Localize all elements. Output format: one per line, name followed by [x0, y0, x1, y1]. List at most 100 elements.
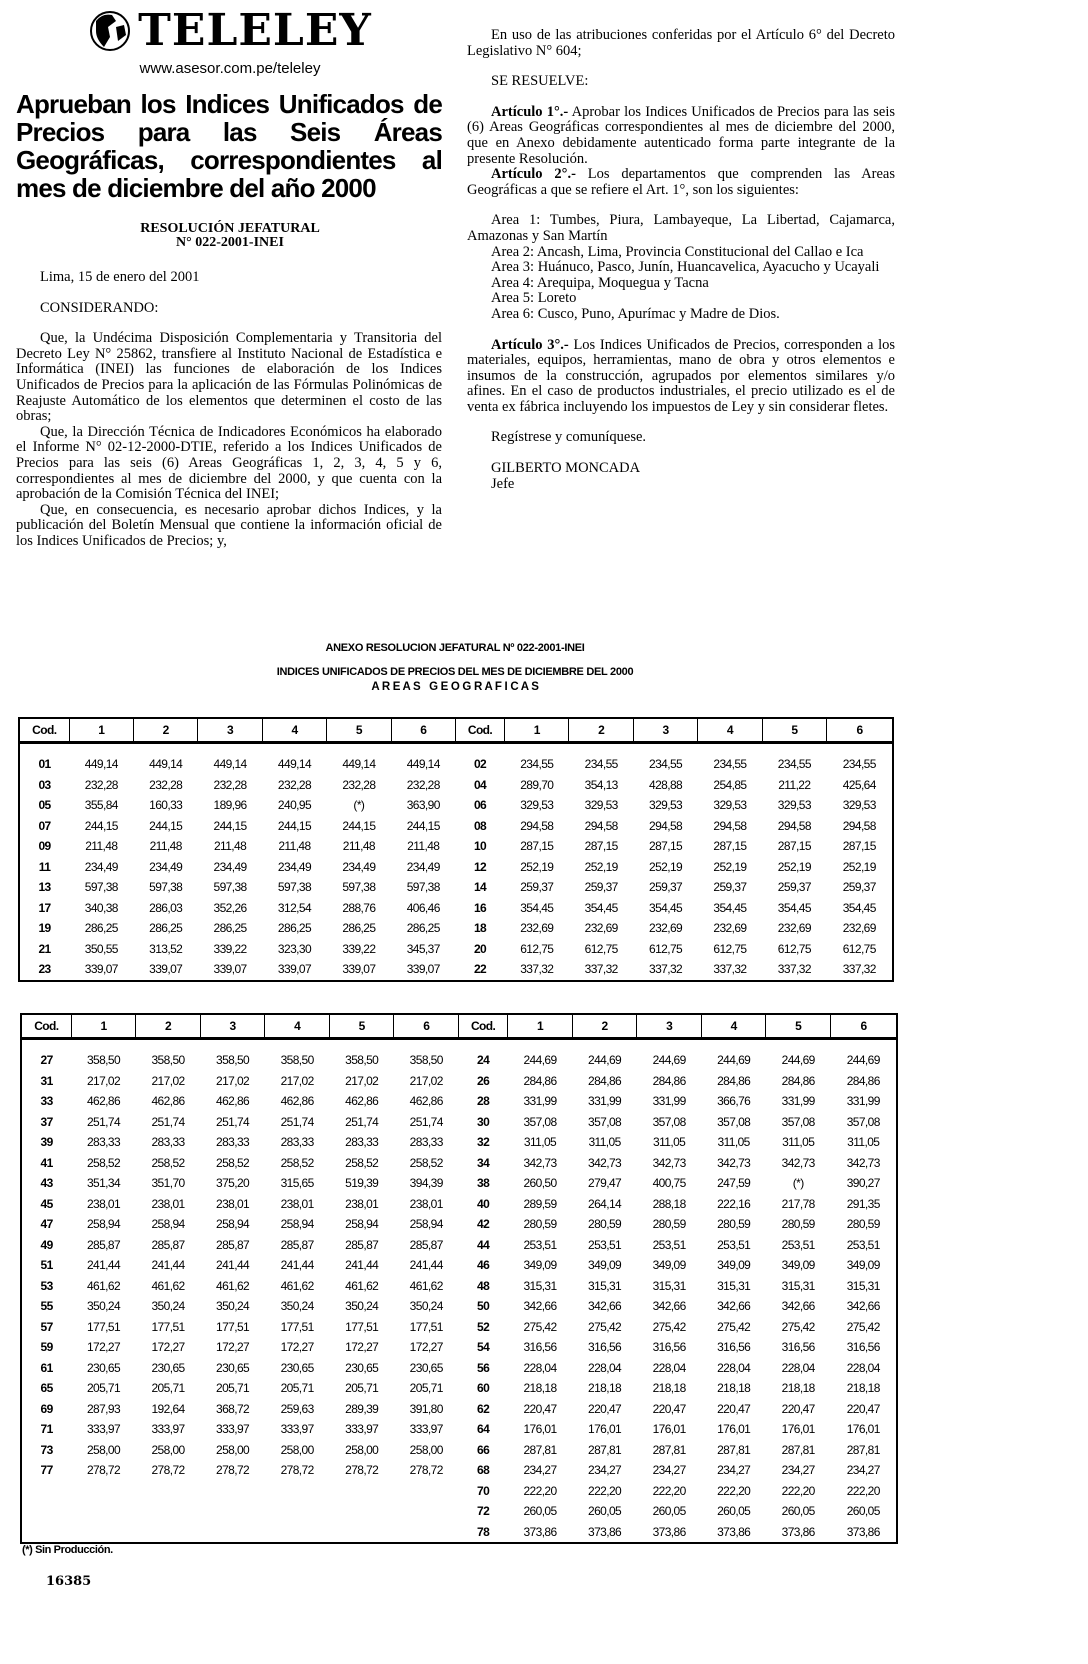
index-value-cell: 253,51: [846, 1237, 881, 1252]
index-value-cell: 287,93: [86, 1401, 121, 1416]
table-row: 57 177,51 177,51 177,51 177,51 177,51 177,51 52…: [21, 1317, 897, 1338]
index-value-cell: 234,27: [846, 1463, 881, 1478]
article-3: Artículo 3°.- Los Indices Unificados de …: [467, 337, 895, 416]
code-cell: 43: [40, 1176, 54, 1191]
index-value-cell: 251,74: [216, 1114, 250, 1129]
index-value-cell: 230,65: [280, 1360, 315, 1375]
index-value-cell: 251,74: [280, 1114, 315, 1129]
index-value-cell: 241,44: [86, 1258, 121, 1273]
index-value-cell: 218,18: [652, 1381, 687, 1396]
code-cell: 73: [40, 1442, 54, 1457]
table-row: 59 172,27 172,27 172,27 172,27 172,27 172,27 54…: [21, 1337, 897, 1358]
column-header: 4: [261, 717, 328, 744]
index-value-cell: 394,39: [409, 1176, 444, 1191]
index-value-cell: 279,47: [588, 1176, 622, 1191]
headline: Aprueban los Indices Unificados de Preci…: [16, 89, 443, 203]
code-cell: [21, 1481, 71, 1502]
index-value-cell: 234,49: [213, 859, 248, 874]
index-value-cell: 357,08: [652, 1114, 687, 1129]
code-cell: 34: [477, 1155, 490, 1170]
code-cell: 06: [473, 798, 487, 813]
index-value-cell: 283,33: [409, 1135, 444, 1150]
index-value-cell: 287,81: [846, 1442, 881, 1457]
index-value-cell: [200, 1522, 265, 1544]
resolution-number: N° 022-2001-INEI: [176, 235, 284, 250]
index-value-cell: 350,24: [86, 1299, 121, 1314]
index-value-cell: 342,66: [781, 1299, 816, 1314]
index-value-cell: 313,52: [149, 941, 183, 956]
index-value-cell: 425,64: [842, 777, 877, 792]
index-value-cell: 311,05: [523, 1135, 557, 1150]
index-value-cell: 205,71: [280, 1381, 315, 1396]
table-row: 09 211,48 211,48 211,48 211,48 211,48 211,48 10…: [19, 836, 893, 857]
index-value-cell: 280,59: [781, 1217, 816, 1232]
index-value-cell: 449,14: [84, 757, 119, 772]
code-cell: 59: [40, 1340, 54, 1355]
index-value-cell: 350,24: [409, 1299, 444, 1314]
index-value-cell: 176,01: [588, 1422, 622, 1437]
column-header: 2: [135, 1013, 201, 1040]
index-value-cell: 241,44: [216, 1258, 250, 1273]
index-value-cell: 228,04: [588, 1360, 622, 1375]
index-value-cell: 339,07: [342, 962, 376, 977]
code-cell: 27: [40, 1053, 54, 1068]
code-cell: 09: [38, 839, 51, 854]
index-value-cell: 461,62: [409, 1278, 444, 1293]
index-value-cell: 222,20: [717, 1483, 751, 1498]
index-value-cell: 289,39: [345, 1401, 379, 1416]
index-value-cell: [394, 1481, 459, 1502]
index-value-cell: 333,97: [409, 1422, 444, 1437]
article-1-text: Aprobar los Indices Unificados de Precio…: [467, 103, 896, 167]
index-value-cell: 177,51: [151, 1319, 185, 1334]
code-cell: [21, 1522, 71, 1544]
index-value-cell: 339,22: [213, 941, 248, 956]
index-value-cell: 354,45: [713, 900, 747, 915]
index-value-cell: 172,27: [409, 1340, 444, 1355]
article-2-label: Artículo 2°.-: [491, 166, 576, 183]
index-value-cell: 230,65: [409, 1360, 444, 1375]
column-header: Cod.: [20, 1013, 72, 1040]
index-value-cell: 342,73: [717, 1155, 751, 1170]
index-value-cell: 218,18: [588, 1381, 622, 1396]
index-value-cell: 449,14: [406, 757, 441, 772]
index-value-cell: 160,33: [149, 798, 183, 813]
code-cell: 46: [477, 1258, 490, 1273]
index-value-cell: 315,31: [588, 1278, 622, 1293]
index-value-cell: 211,48: [342, 839, 376, 854]
index-value-cell: 350,24: [216, 1299, 250, 1314]
index-value-cell: 234,49: [342, 859, 376, 874]
index-value-cell: 366,76: [717, 1094, 751, 1109]
index-value-cell: 234,49: [149, 859, 183, 874]
index-value-cell: 612,75: [649, 941, 683, 956]
index-value-cell: 363,90: [406, 798, 441, 813]
logo-text: TELELEY: [138, 4, 372, 56]
index-value-cell: 258,94: [409, 1217, 444, 1232]
column-header: 4: [264, 1013, 330, 1040]
index-value-cell: 217,78: [781, 1196, 816, 1211]
index-value-cell: 218,18: [717, 1381, 751, 1396]
index-value-cell: 357,08: [717, 1114, 751, 1129]
index-value-cell: 244,15: [277, 818, 312, 833]
code-cell: 45: [40, 1196, 54, 1211]
index-value-cell: 241,44: [409, 1258, 444, 1273]
index-value-cell: 329,53: [713, 798, 747, 813]
index-value-cell: 260,05: [717, 1504, 751, 1519]
index-value-cell: 211,48: [149, 839, 183, 854]
index-value-cell: 234,49: [406, 859, 441, 874]
index-value-cell: 316,56: [588, 1340, 622, 1355]
code-cell: 38: [477, 1176, 490, 1191]
index-value-cell: 349,09: [781, 1258, 816, 1273]
index-value-cell: 294,58: [649, 818, 683, 833]
index-value-cell: 339,07: [149, 962, 183, 977]
index-value-cell: 222,20: [652, 1483, 687, 1498]
code-cell: 19: [38, 921, 51, 936]
index-value-cell: 258,00: [280, 1442, 315, 1457]
index-value-cell: 205,71: [345, 1381, 379, 1396]
table-row: 55 350,24 350,24 350,24 350,24 350,24 350,24 50…: [21, 1296, 897, 1317]
index-value-cell: 275,42: [588, 1319, 622, 1334]
index-value-cell: 232,69: [842, 921, 877, 936]
index-value-cell: 278,72: [151, 1463, 185, 1478]
code-cell: 01: [38, 757, 51, 772]
index-value-cell: 252,19: [842, 859, 877, 874]
article-1-label: Artículo 1°.-: [491, 103, 569, 120]
